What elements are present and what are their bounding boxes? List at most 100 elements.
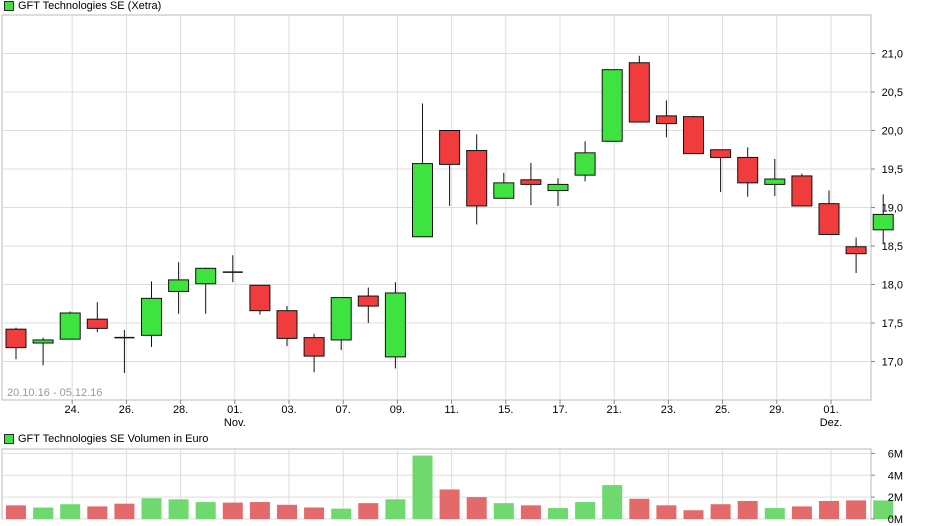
- candle-body: [655, 115, 677, 125]
- price-chart-title: GFT Technologies SE (Xetra): [18, 0, 162, 12]
- volume-bar: [846, 500, 867, 519]
- candle-body: [628, 62, 650, 123]
- volume-bar: [222, 502, 243, 519]
- candle-body: [303, 337, 325, 357]
- y-tick-label: 18,0: [882, 280, 903, 292]
- candle: [547, 178, 569, 206]
- candle-body: [520, 179, 542, 185]
- x-tick-label: 28.: [173, 404, 188, 416]
- x-tick-label: 17.: [552, 404, 567, 416]
- x-tick-label: 24.: [65, 404, 80, 416]
- candle: [520, 162, 542, 206]
- volume-bar: [249, 502, 270, 519]
- candle-body: [59, 312, 81, 340]
- y-tick-label: 18,5: [882, 241, 903, 253]
- price-candles: [5, 55, 894, 374]
- candle-body: [764, 178, 786, 185]
- volume-bar: [412, 455, 433, 519]
- x-tick-label: 03.: [281, 404, 296, 416]
- volume-grid: [1, 448, 872, 520]
- candle: [737, 147, 759, 197]
- candle: [710, 149, 732, 193]
- candle-body: [412, 163, 433, 238]
- candle: [303, 333, 325, 373]
- x-tick-label: 09.: [390, 404, 405, 416]
- y-tick-label: 20,0: [882, 126, 903, 138]
- candle-body: [683, 116, 704, 155]
- volume-bar: [33, 507, 54, 519]
- candle: [222, 255, 243, 283]
- volume-bar: [602, 485, 623, 519]
- candle-body: [195, 267, 217, 285]
- candle: [249, 284, 271, 315]
- volume-chart-title: GFT Technologies SE Volumen in Euro: [18, 433, 209, 445]
- candle: [574, 141, 596, 182]
- price-chart-legend: GFT Technologies SE (Xetra): [4, 0, 161, 12]
- volume-bar: [358, 503, 379, 519]
- candle-body: [276, 310, 298, 339]
- candle-body: [547, 183, 569, 192]
- candle: [845, 237, 867, 273]
- volume-axis: 0M 2M 4M 6M: [871, 448, 903, 526]
- volume-bar: [466, 497, 487, 519]
- candle-body: [737, 156, 759, 184]
- volume-bar: [439, 489, 460, 519]
- x-tick-label: 15.: [498, 404, 513, 416]
- volume-bar: [575, 502, 596, 519]
- candle: [86, 302, 108, 333]
- candle: [791, 173, 813, 207]
- candle-body: [330, 297, 352, 341]
- candle: [384, 282, 406, 369]
- volume-y-tick-label: 2M: [888, 492, 903, 504]
- volume-bar: [385, 499, 406, 519]
- y-tick-label: 17,0: [882, 357, 903, 369]
- volume-bar: [656, 505, 677, 519]
- x-tick-label: 23.: [661, 404, 676, 416]
- volume-bar: [141, 498, 162, 519]
- volume-y-tick-label: 0M: [888, 514, 903, 526]
- volume-bar: [683, 510, 704, 519]
- legend-swatch: [4, 434, 14, 444]
- x-month-label: Nov.: [224, 417, 246, 429]
- x-tick-label: 01.: [227, 404, 242, 416]
- price-axis: 17,0 17,5 18,0 18,5 19,0 19,5 20,0 20,5 21,0 24. 2…: [7, 49, 903, 430]
- x-tick-label: 26.: [119, 404, 134, 416]
- volume-chart-legend: GFT Technologies SE Volumen in Euro: [4, 433, 208, 445]
- volume-bar: [331, 508, 352, 519]
- candle-body: [493, 182, 515, 199]
- x-tick-label: 25.: [715, 404, 730, 416]
- legend-swatch: [4, 1, 14, 11]
- volume-bar: [277, 504, 297, 519]
- volume-bar: [548, 508, 568, 519]
- volume-bars: [6, 455, 894, 519]
- price-grid: [1, 14, 872, 401]
- y-tick-label: 19,5: [882, 164, 903, 176]
- y-tick-label: 19,0: [882, 203, 903, 215]
- volume-bar: [87, 506, 108, 519]
- candle-body: [439, 130, 461, 165]
- candle-body: [86, 318, 108, 329]
- volume-bar: [168, 499, 189, 519]
- candle: [168, 262, 190, 314]
- candle: [330, 297, 352, 350]
- candle-body: [32, 339, 54, 344]
- volume-y-tick-label: 4M: [888, 470, 903, 482]
- volume-bar: [873, 500, 894, 519]
- volume-bar: [764, 508, 785, 519]
- volume-bar: [493, 503, 514, 519]
- candle-body: [818, 203, 840, 235]
- candle-body: [791, 175, 813, 207]
- candle-body: [872, 213, 894, 231]
- candle-body: [5, 328, 27, 349]
- candle: [141, 281, 162, 347]
- candle: [764, 158, 786, 196]
- candle-body: [168, 279, 190, 292]
- candle: [439, 130, 461, 206]
- volume-bar: [737, 500, 758, 519]
- y-tick-label: 17,5: [882, 318, 903, 330]
- candle: [32, 337, 54, 366]
- candle: [655, 100, 677, 138]
- x-tick-label: 01.: [823, 404, 838, 416]
- candle: [59, 311, 81, 340]
- candle: [872, 194, 894, 244]
